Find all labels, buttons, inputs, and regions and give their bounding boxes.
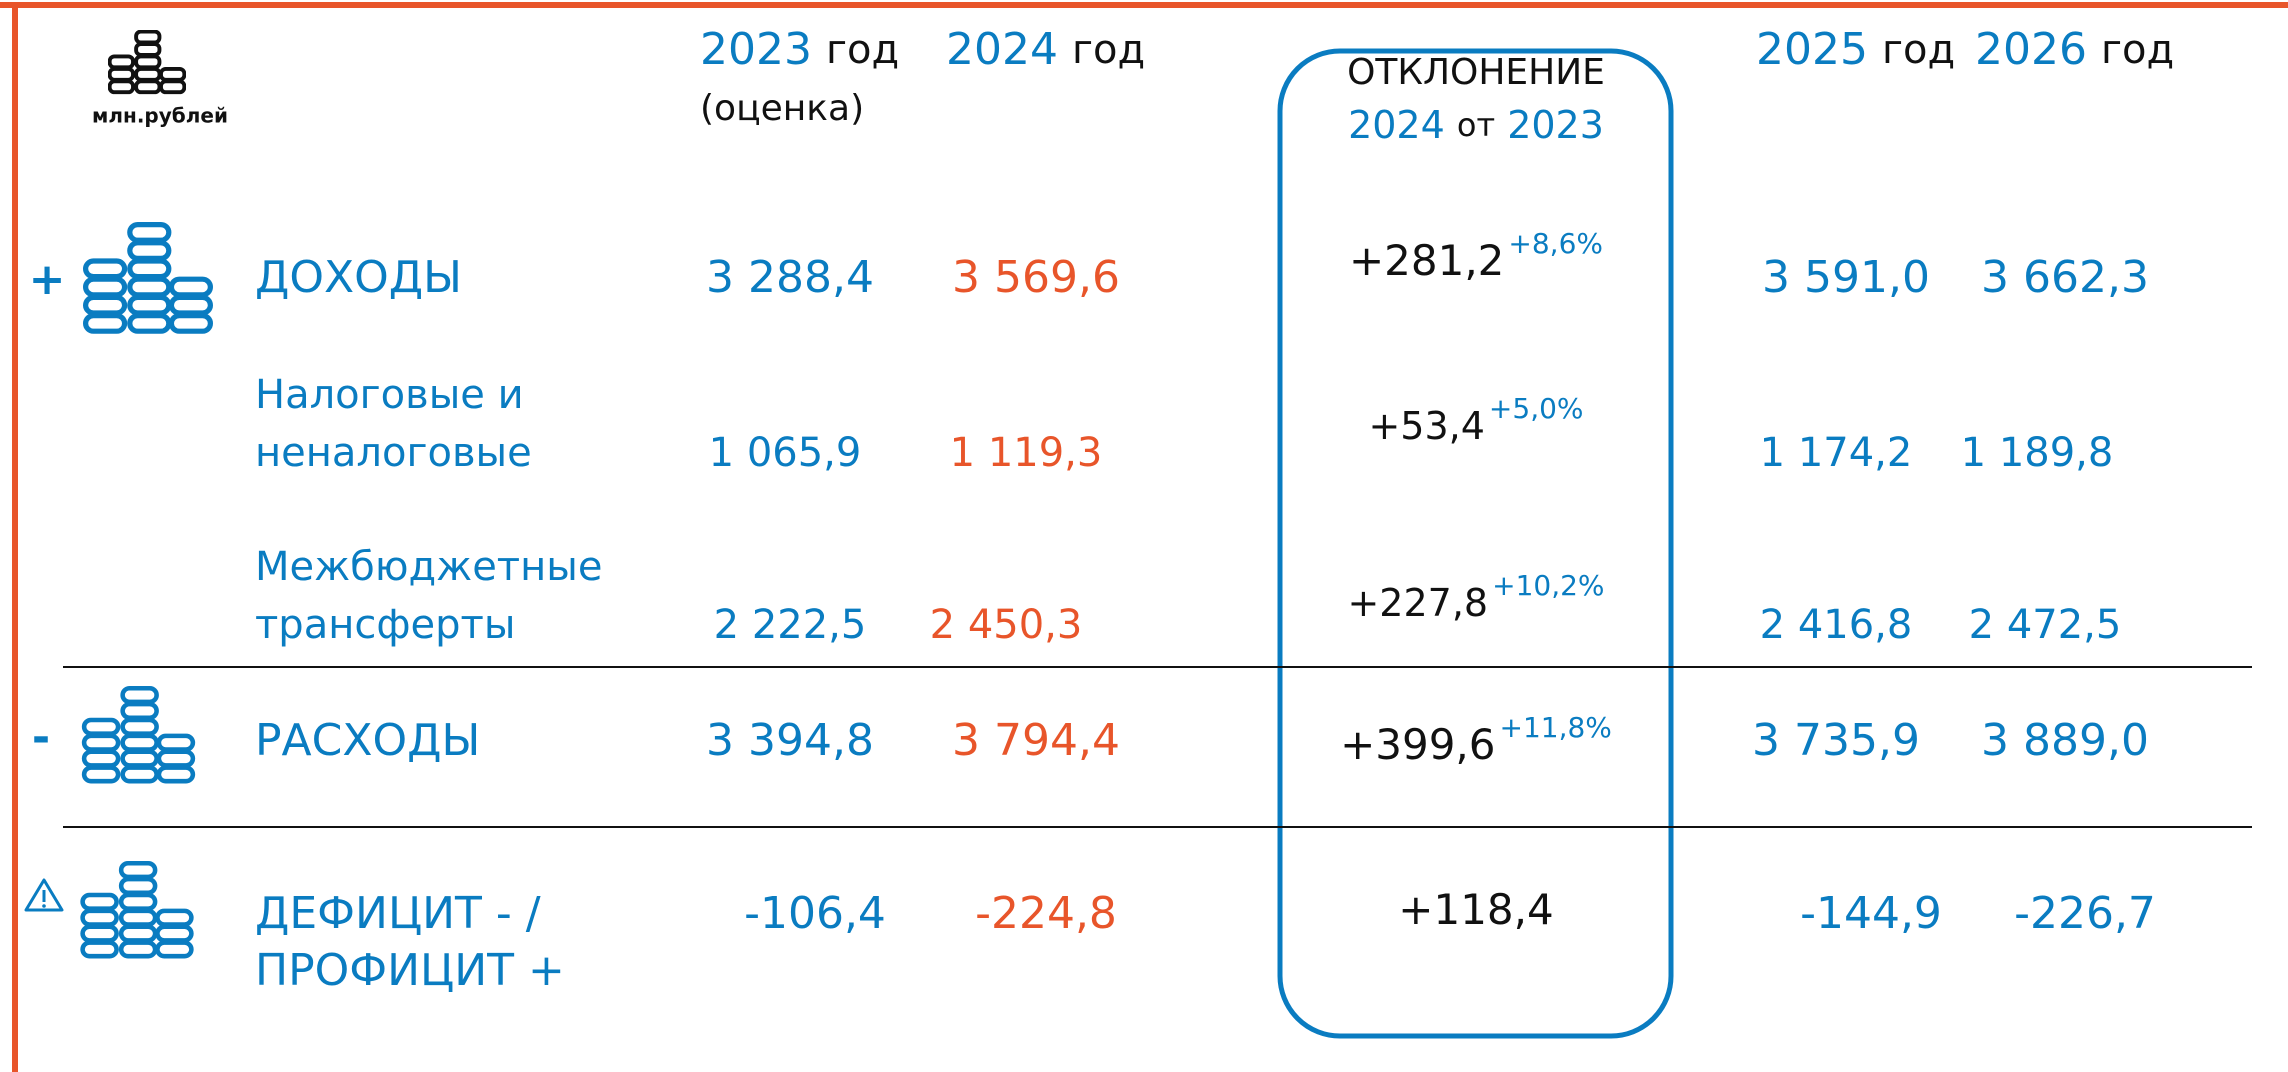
row-label: ПРОФИЦИТ + — [255, 945, 565, 996]
row-value: 1 119,3 — [950, 430, 1103, 476]
row-value: 2 472,5 — [1969, 602, 2122, 648]
column-year: 2023 — [700, 24, 812, 75]
deviation-word: от — [1457, 106, 1495, 144]
column-header: 2026 год — [1975, 24, 2174, 75]
row-label: трансферты — [255, 602, 515, 648]
deviation-value: +281,2 — [1349, 236, 1504, 285]
column-header: 2024 год — [946, 24, 1145, 75]
row-label: Налоговые и — [255, 372, 524, 418]
deviation-value: +53,4 — [1368, 404, 1484, 448]
row-value: 3 394,8 — [706, 715, 874, 766]
deviation-value: +399,6 — [1340, 720, 1495, 769]
deviation: +281,2 +8,6% — [1349, 227, 1603, 285]
deviation: +227,8 +10,2% — [1347, 569, 1604, 625]
row-value: 3 889,0 — [1981, 715, 2149, 766]
deviation: +53,4 +5,0% — [1368, 392, 1583, 448]
row-value: 3 288,4 — [706, 252, 874, 303]
column-header: 2023 год — [700, 24, 899, 75]
column-suffix: год — [826, 27, 899, 73]
row-value: -224,8 — [975, 888, 1117, 939]
deviation-value: +227,8 — [1347, 581, 1488, 625]
deviation-percent: +11,8% — [1500, 711, 1612, 744]
row-label: неналоговые — [255, 430, 532, 476]
deviation-percent: +10,2% — [1492, 569, 1604, 602]
column-year: 2024 — [946, 24, 1058, 75]
row-value: 3 591,0 — [1762, 252, 1930, 303]
deviation-percent: +5,0% — [1489, 392, 1584, 425]
deviation-percent: +8,6% — [1508, 227, 1603, 260]
row-value: 3 662,3 — [1981, 252, 2149, 303]
deviation-years: 2024 от 2023 — [1348, 103, 1604, 147]
column-suffix: год — [1072, 27, 1145, 73]
deviation-from: 2024 — [1348, 103, 1445, 147]
row-label: РАСХОДЫ — [255, 715, 480, 766]
row-value: 3 569,6 — [952, 252, 1120, 303]
row-sign: + — [29, 254, 66, 305]
row-value: 3 794,4 — [952, 715, 1120, 766]
deviation-title: ОТКЛОНЕНИЕ — [1347, 52, 1605, 93]
coins-icon — [86, 225, 211, 332]
coins-icon — [84, 688, 193, 781]
coins-icon — [83, 863, 192, 956]
row-value: 2 416,8 — [1760, 602, 1913, 648]
deviation-to: 2023 — [1507, 103, 1604, 147]
column-note: (оценка) — [700, 88, 864, 129]
row-value: 1 174,2 — [1760, 430, 1913, 476]
deviation-frame — [1277, 48, 1674, 1039]
column-suffix: год — [1882, 27, 1955, 73]
row-label: ДОХОДЫ — [255, 252, 462, 303]
row-value: 1 065,9 — [709, 430, 862, 476]
row-value: 2 222,5 — [714, 602, 867, 648]
row-value: 1 189,8 — [1961, 430, 2114, 476]
row-value: -144,9 — [1800, 888, 1942, 939]
row-label: ДЕФИЦИТ - / — [255, 888, 541, 939]
row-label: Межбюджетные — [255, 544, 602, 590]
row-value: 2 450,3 — [930, 602, 1083, 648]
row-sign: - — [32, 712, 50, 763]
unit-icon — [108, 30, 186, 95]
column-year: 2025 — [1756, 24, 1868, 75]
row-value: -226,7 — [2014, 888, 2156, 939]
deviation: +399,6 +11,8% — [1340, 711, 1612, 769]
column-suffix: год — [2101, 27, 2174, 73]
row-value: 3 735,9 — [1752, 715, 1920, 766]
row-value: -106,4 — [744, 888, 886, 939]
deviation: +118,4 — [1398, 885, 1553, 934]
warning-icon — [24, 878, 64, 912]
deviation-value: +118,4 — [1398, 885, 1553, 934]
column-year: 2026 — [1975, 24, 2087, 75]
column-header: 2025 год — [1756, 24, 1955, 75]
unit-label: млн.рублей — [92, 104, 228, 128]
